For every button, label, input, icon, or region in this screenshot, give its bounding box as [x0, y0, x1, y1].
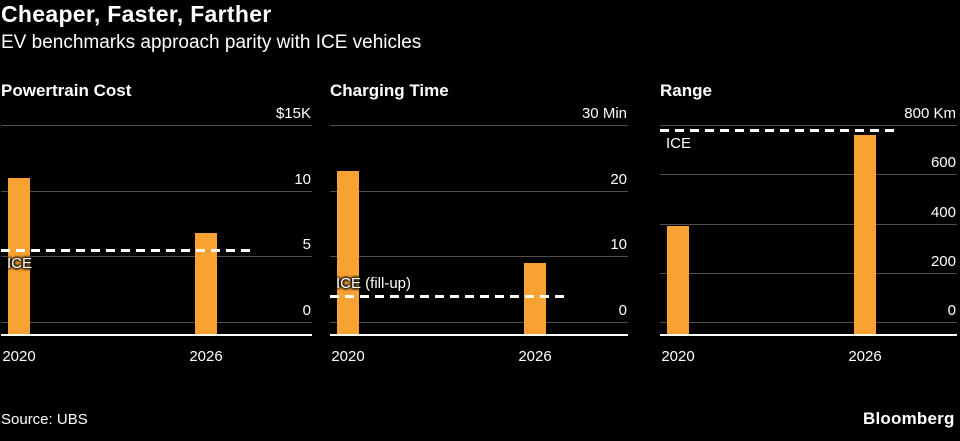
gridline: [1, 190, 312, 192]
x-tick-label: 2020: [331, 348, 365, 365]
panel-title-charging-time: Charging Time: [330, 81, 449, 100]
y-tick-label: 400: [930, 203, 956, 221]
gridline: [1, 256, 312, 258]
x-axis-line: [1, 334, 312, 336]
ice-benchmark-line: [660, 128, 897, 132]
gridline: [660, 125, 957, 126]
y-tick-label: 800 Km: [904, 105, 956, 122]
bar-2026: [524, 262, 546, 336]
gridline: [330, 190, 628, 192]
y-tick-label: 10: [610, 236, 627, 254]
x-axis-labels: 2020 2026: [1, 348, 312, 368]
x-tick-label: 2026: [189, 348, 223, 365]
gridline: [660, 174, 957, 176]
y-tick-label: 600: [930, 154, 956, 172]
gridline: [330, 322, 628, 323]
panel-charging-time: Charging Time 0 10 20 30 Min ICE (fill-up) 2…: [330, 80, 628, 380]
y-tick-label: 10: [294, 170, 311, 188]
gridline: [660, 322, 957, 323]
gridline: [660, 272, 957, 274]
ice-benchmark-line: [330, 294, 568, 298]
y-tick-label: 0: [302, 302, 311, 319]
x-axis-labels: 2020 2026: [660, 348, 957, 368]
chart-title: Cheaper, Faster, Farther: [1, 1, 272, 27]
bar-2026: [854, 134, 876, 336]
ice-benchmark-label: ICE: [7, 254, 33, 272]
x-tick-label: 2020: [661, 348, 695, 365]
source-note: Source: UBS: [1, 411, 88, 428]
y-tick-label: 20: [610, 170, 627, 188]
ice-benchmark-label: ICE: [666, 134, 692, 152]
x-axis-line: [330, 334, 628, 336]
gridline: [330, 256, 628, 258]
panel-title-powertrain-cost: Powertrain Cost: [1, 81, 132, 100]
plot-area: 0 5 10 $15K ICE: [1, 105, 312, 336]
x-tick-label: 2020: [2, 348, 36, 365]
panel-title-range: Range: [660, 81, 712, 100]
bar-2026: [195, 232, 217, 336]
y-tick-label: 5: [302, 236, 311, 254]
x-tick-label: 2026: [518, 348, 552, 365]
y-tick-label: 200: [930, 252, 956, 270]
y-tick-label: 30 Min: [581, 105, 627, 122]
x-tick-label: 2026: [848, 348, 882, 365]
bar-2020: [8, 177, 30, 336]
y-tick-label: $15K: [275, 105, 311, 122]
y-tick-label: 0: [618, 302, 627, 319]
bar-2020: [337, 170, 359, 336]
gridline: [330, 125, 628, 126]
gridline: [1, 125, 312, 126]
ice-benchmark-line: [1, 248, 252, 252]
bloomberg-logo: Bloomberg: [863, 409, 955, 428]
chart-subtitle: EV benchmarks approach parity with ICE v…: [1, 32, 422, 53]
plot-area: 0 200 400 600 800 Km ICE: [660, 105, 957, 336]
gridline: [660, 223, 957, 225]
bar-2020: [667, 225, 689, 336]
ice-benchmark-label: ICE (fill-up): [336, 274, 412, 292]
gridline: [1, 322, 312, 323]
x-axis-line: [660, 334, 957, 336]
y-tick-label: 0: [947, 302, 956, 319]
plot-area: 0 10 20 30 Min ICE (fill-up): [330, 105, 628, 336]
panel-range: Range 0 200 400 600 800 Km ICE 2020 2026: [660, 80, 957, 380]
panel-powertrain-cost: Powertrain Cost 0 5 10 $15K ICE 2020 2026: [1, 80, 312, 380]
x-axis-labels: 2020 2026: [330, 348, 628, 368]
